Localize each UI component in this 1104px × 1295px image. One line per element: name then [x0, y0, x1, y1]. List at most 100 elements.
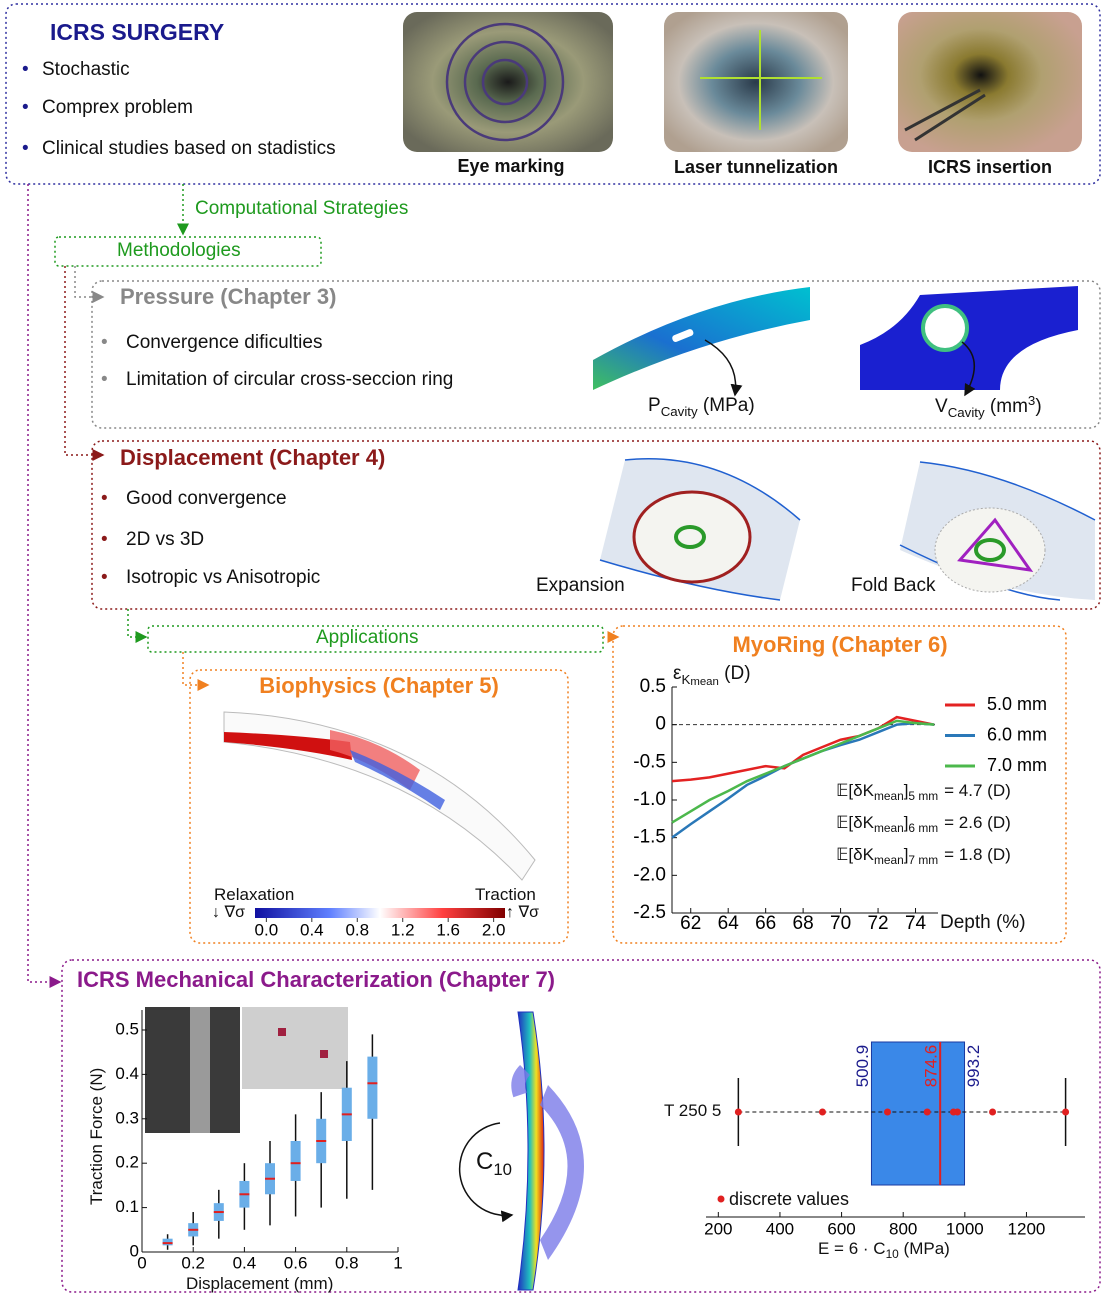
label-unit: (MPa): [904, 1239, 950, 1258]
colorbar-symbol: ↓ ∇σ: [212, 905, 245, 921]
x-axis-label: E = 6 · C10 (MPa): [818, 1240, 950, 1257]
point: [819, 1109, 826, 1116]
point: [989, 1109, 996, 1116]
y-tick-label: 0.3: [115, 1108, 139, 1127]
y-tick-label: -0.5: [633, 751, 666, 772]
section-title: Displacement (Chapter 4): [120, 447, 385, 469]
x-tick-label: 64: [718, 913, 740, 934]
connector: [75, 266, 103, 297]
fe-label: PCavity (MPa): [648, 396, 755, 415]
series-line: [672, 721, 934, 823]
label-main: P: [648, 395, 661, 416]
y-tick-label: -1.5: [633, 827, 666, 848]
colorbar-label: Relaxation: [214, 886, 294, 903]
y-tick-label: 0.4: [115, 1064, 139, 1083]
box: [367, 1057, 377, 1119]
bullet: •: [22, 139, 29, 158]
annotation-part: mean: [874, 821, 904, 835]
annotation-part: 𝔼[δK: [836, 813, 874, 832]
point: [924, 1109, 931, 1116]
point: [954, 1109, 961, 1116]
label-unit: (D): [724, 663, 750, 684]
x-tick-label: 66: [755, 913, 776, 934]
label-unit: (MPa): [703, 395, 755, 416]
photo: [898, 12, 1082, 152]
colorbar-label: Traction: [475, 886, 536, 903]
fe-images: [593, 286, 1078, 395]
label-sub: 10: [886, 1247, 899, 1261]
annotation: 𝔼[δKmean]6 mm= 2.6 (D): [836, 814, 1011, 831]
diagram-label: Expansion: [536, 576, 625, 595]
y-axis-label: Traction Force (N): [88, 1068, 105, 1205]
box-label: 874.6: [922, 1045, 941, 1088]
fe-band: [593, 287, 810, 390]
colorbar-tick-label: 1.6: [436, 920, 460, 939]
ring-model: [518, 1012, 544, 1290]
header-title: ICRS SURGERY: [50, 21, 224, 44]
fe-label: VCavity (mm3): [935, 397, 1042, 416]
bullet-text: Good convergence: [126, 489, 287, 508]
label-sup: 3: [1028, 393, 1035, 408]
annotation-part: = 4.7 (D): [944, 781, 1011, 800]
annotation: 𝔼[δKmean]7 mm= 1.8 (D): [836, 846, 1011, 863]
y-tick-label: 0.1: [115, 1197, 139, 1216]
c10-label: C10: [476, 1150, 512, 1174]
annotation-part: 7 mm: [908, 853, 938, 867]
y-tick-label: -2.0: [633, 864, 666, 885]
x-tick-label: 400: [766, 1219, 794, 1238]
connector: [183, 652, 208, 685]
bullet: •: [22, 60, 29, 79]
colorbar-tick-label: 2.0: [482, 920, 506, 939]
bullet-text: Clinical studies based on stadistics: [42, 139, 336, 158]
x-tick-label: 800: [889, 1219, 917, 1238]
x-tick-label: 62: [680, 913, 701, 934]
photos: [403, 12, 1082, 152]
y-tick-label: 0.5: [115, 1019, 139, 1038]
label-unit: (mm: [990, 396, 1028, 417]
y-tick-label: 0: [655, 714, 666, 735]
diagram-label: Fold Back: [851, 576, 935, 595]
colorbar-tick-label: 0.0: [255, 920, 279, 939]
connector: [28, 184, 60, 982]
flow-label: Computational Strategies: [195, 199, 408, 218]
photo-caption: ICRS insertion: [928, 158, 1052, 176]
annotation-part: 𝔼[δK: [836, 845, 874, 864]
y-axis-label: εKmean (D): [673, 664, 751, 683]
point: [1062, 1109, 1069, 1116]
bullet: •: [101, 333, 108, 352]
legend-label: discrete values: [729, 1190, 849, 1208]
label-close: ): [1035, 396, 1041, 417]
bullet: •: [101, 530, 108, 549]
colorbar-symbol: ↑ ∇σ: [506, 905, 539, 921]
x-tick-label: 74: [905, 913, 927, 934]
bullet-text: Isotropic vs Anisotropic: [126, 568, 320, 587]
bullet-text: Comprex problem: [42, 98, 193, 117]
annotation-part: 6 mm: [908, 821, 938, 835]
annotation-part: 5 mm: [908, 789, 938, 803]
category-label: T 250 5: [664, 1102, 721, 1119]
label-main: V: [935, 396, 948, 417]
x-axis-label: Displacement (mm): [186, 1275, 333, 1292]
displacement-diagrams: [600, 459, 1095, 600]
fe-block: [860, 286, 1078, 390]
x-tick-label: 70: [830, 913, 851, 934]
legend-label: 5.0 mm: [987, 694, 1047, 714]
x-tick-label: 200: [704, 1219, 732, 1238]
annotation-part: = 1.8 (D): [944, 845, 1011, 864]
label-sub: Cavity: [661, 404, 698, 419]
x-tick-label: 1200: [1008, 1219, 1046, 1238]
section-title: Pressure (Chapter 3): [120, 286, 336, 308]
label-subsub: mean: [690, 676, 719, 688]
colorbar: [255, 908, 505, 918]
label-main: E = 6 · C: [818, 1239, 886, 1258]
x-tick-label: 0.8: [335, 1253, 359, 1272]
bullet: •: [101, 489, 108, 508]
bullet-text: Convergence dificulties: [126, 333, 322, 352]
box: [291, 1141, 301, 1181]
y-tick-label: 0.5: [640, 676, 666, 697]
colorbar-tick-label: 0.4: [300, 920, 324, 939]
x-tick-label: 1: [393, 1253, 402, 1272]
point: [735, 1109, 742, 1116]
bullet: •: [101, 568, 108, 587]
y-tick-label: -1.0: [633, 789, 666, 810]
